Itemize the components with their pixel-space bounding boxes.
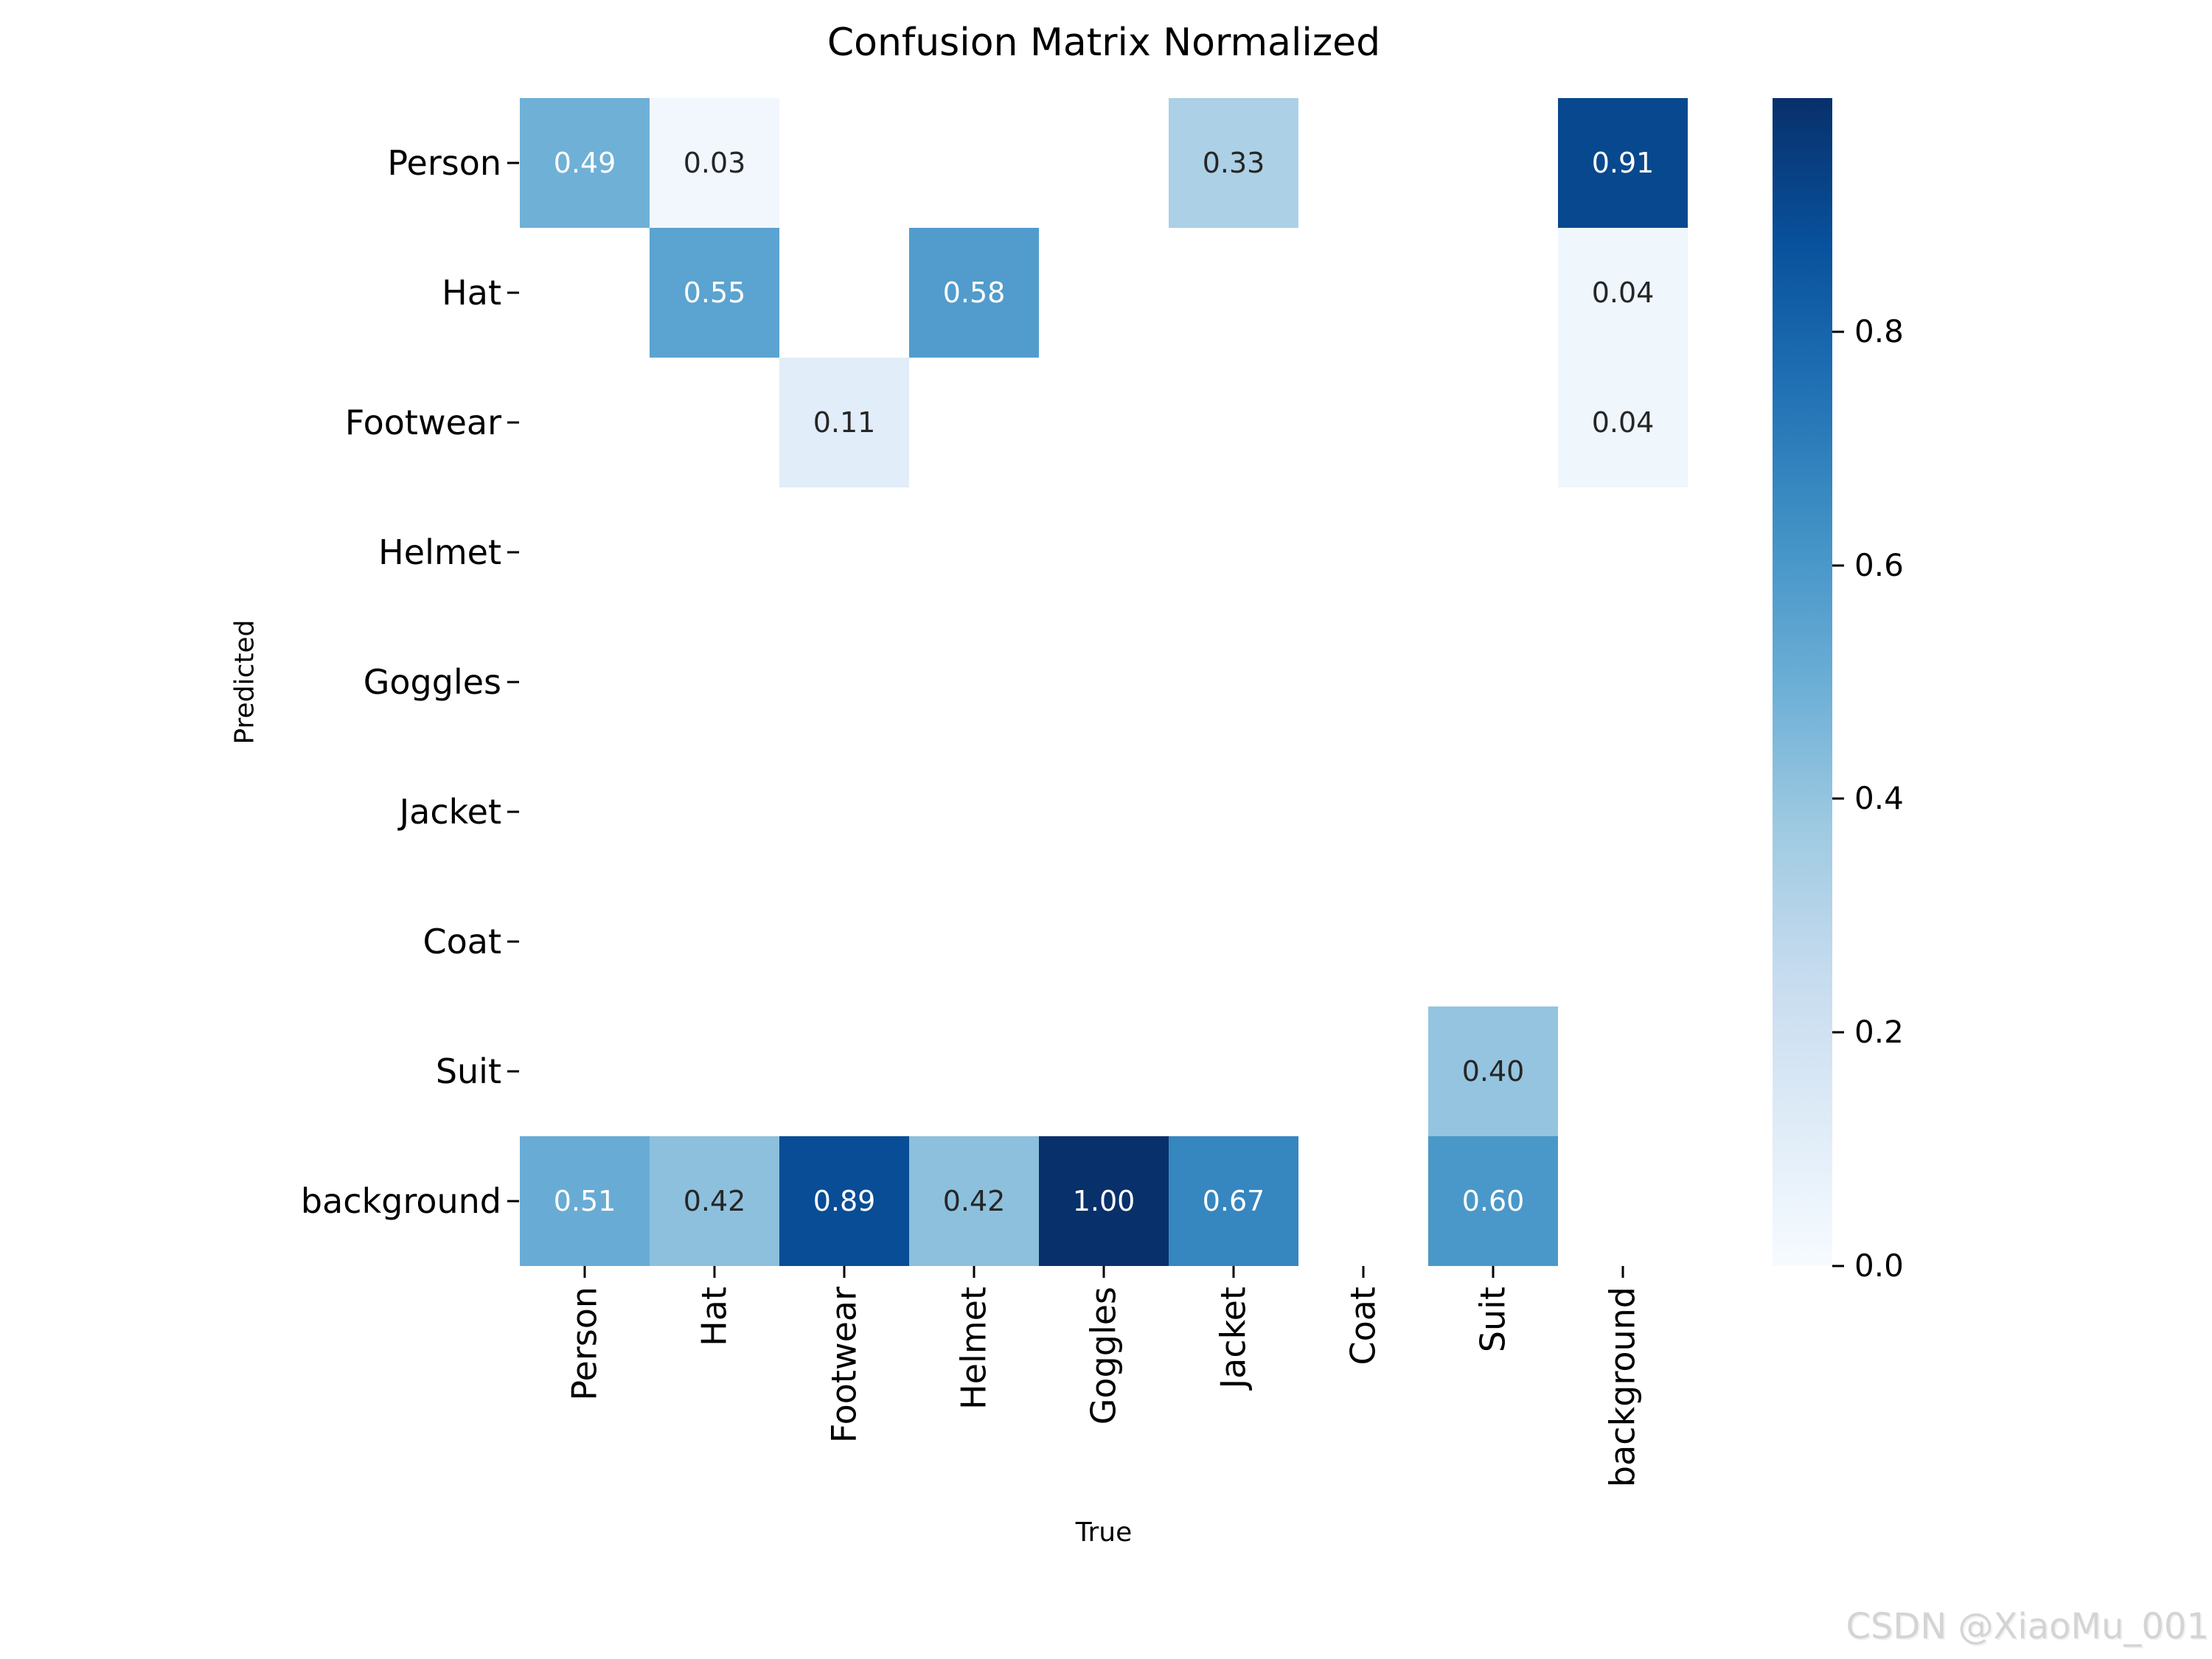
cell-annotation: 0.60 (1461, 1185, 1525, 1217)
cell-annotation: 0.42 (942, 1185, 1006, 1217)
y-tick-mark (507, 681, 519, 684)
colorbar-tick-mark (1832, 1265, 1844, 1267)
x-tick-label: Person (564, 1287, 605, 1401)
heatmap-cell: 0.40 (1428, 1006, 1558, 1136)
y-tick-mark (507, 1070, 519, 1073)
y-tick-label: Footwear (344, 403, 501, 442)
colorbar-tick-mark (1832, 330, 1844, 333)
cell-annotation: 0.11 (813, 406, 876, 439)
colorbar-tick-mark (1832, 1031, 1844, 1034)
cell-annotation: 0.49 (553, 147, 616, 179)
x-tick-mark (713, 1266, 716, 1278)
x-tick-mark (1621, 1266, 1624, 1278)
x-tick-mark (1102, 1266, 1105, 1278)
colorbar-tick-mark (1832, 564, 1844, 567)
y-tick-mark (507, 161, 519, 164)
y-axis-label: Predicted (229, 619, 260, 745)
cell-annotation: 0.91 (1591, 147, 1655, 179)
heatmap-cell: 0.04 (1558, 228, 1688, 358)
y-tick-label: Helmet (378, 532, 501, 572)
cell-annotation: 1.00 (1072, 1185, 1135, 1217)
x-tick-label: Goggles (1083, 1287, 1124, 1425)
cell-annotation: 0.55 (683, 276, 746, 309)
cell-annotation: 0.03 (683, 147, 746, 179)
x-tick-mark (1232, 1266, 1235, 1278)
heatmap-cell: 0.67 (1169, 1136, 1298, 1266)
y-tick-mark (507, 940, 519, 943)
heatmap-cell: 0.03 (650, 98, 779, 228)
heatmap-cell: 0.11 (779, 358, 909, 487)
heatmap-cell: 0.55 (650, 228, 779, 358)
y-tick-mark (507, 810, 519, 813)
x-axis-label: True (1075, 1517, 1133, 1548)
cell-annotation: 0.89 (813, 1185, 876, 1217)
heatmap-cell: 0.58 (909, 228, 1039, 358)
heatmap-cell: 0.60 (1428, 1136, 1558, 1266)
colorbar-tick-label: 0.2 (1854, 1014, 1904, 1051)
cell-annotation: 0.33 (1202, 147, 1265, 179)
cell-annotation: 0.40 (1461, 1055, 1525, 1088)
colorbar-gradient (1773, 98, 1832, 1266)
heatmap: 0.49 0.03 0.33 0.91 0.55 0.58 0.04 0.11 0.04 0.40… (520, 98, 1688, 1266)
heatmap-cell: 0.42 (909, 1136, 1039, 1266)
colorbar-tick-label: 0.6 (1854, 546, 1904, 583)
heatmap-cell: 0.91 (1558, 98, 1688, 228)
x-tick-label: Coat (1343, 1287, 1383, 1366)
y-tick-label: Goggles (363, 662, 501, 702)
heatmap-cell: 0.42 (650, 1136, 779, 1266)
watermark: CSDN @XiaoMu_001 (1846, 1606, 2209, 1647)
x-tick-mark (1362, 1266, 1365, 1278)
x-tick-mark (843, 1266, 846, 1278)
cell-annotation: 0.04 (1591, 276, 1655, 309)
cell-annotation: 0.67 (1202, 1185, 1265, 1217)
heatmap-cell: 0.33 (1169, 98, 1298, 228)
x-tick-label: background (1602, 1287, 1643, 1488)
colorbar-tick-label: 0.4 (1854, 780, 1904, 817)
y-tick-label: Person (387, 143, 501, 183)
x-tick-label: Suit (1472, 1287, 1513, 1353)
chart-title: Confusion Matrix Normalized (827, 21, 1381, 65)
x-tick-mark (583, 1266, 586, 1278)
y-tick-mark (507, 421, 519, 424)
colorbar-tick-mark (1832, 797, 1844, 800)
x-tick-mark (973, 1266, 975, 1278)
heatmap-cell: 0.51 (520, 1136, 650, 1266)
y-tick-label: Hat (442, 273, 501, 313)
colorbar-tick-label: 0.8 (1854, 313, 1904, 349)
y-tick-mark (507, 1200, 519, 1203)
x-tick-label: Hat (694, 1287, 734, 1346)
y-tick-mark (507, 291, 519, 294)
y-tick-label: Jacket (399, 792, 501, 832)
heatmap-cell: 0.49 (520, 98, 650, 228)
x-tick-label: Helmet (953, 1287, 994, 1410)
x-tick-mark (1492, 1266, 1495, 1278)
y-tick-label: Coat (422, 922, 502, 961)
cell-annotation: 0.04 (1591, 406, 1655, 439)
colorbar-tick-label: 0.0 (1854, 1248, 1904, 1284)
y-tick-mark (507, 551, 519, 554)
y-tick-label: Suit (435, 1051, 501, 1091)
y-tick-label: background (300, 1181, 501, 1221)
cell-annotation: 0.58 (942, 276, 1006, 309)
heatmap-cell: 0.04 (1558, 358, 1688, 487)
heatmap-cell: 0.89 (779, 1136, 909, 1266)
cell-annotation: 0.51 (553, 1185, 616, 1217)
cell-annotation: 0.42 (683, 1185, 746, 1217)
heatmap-cell: 1.00 (1039, 1136, 1169, 1266)
x-tick-label: Jacket (1213, 1287, 1253, 1389)
x-tick-label: Footwear (824, 1287, 864, 1444)
